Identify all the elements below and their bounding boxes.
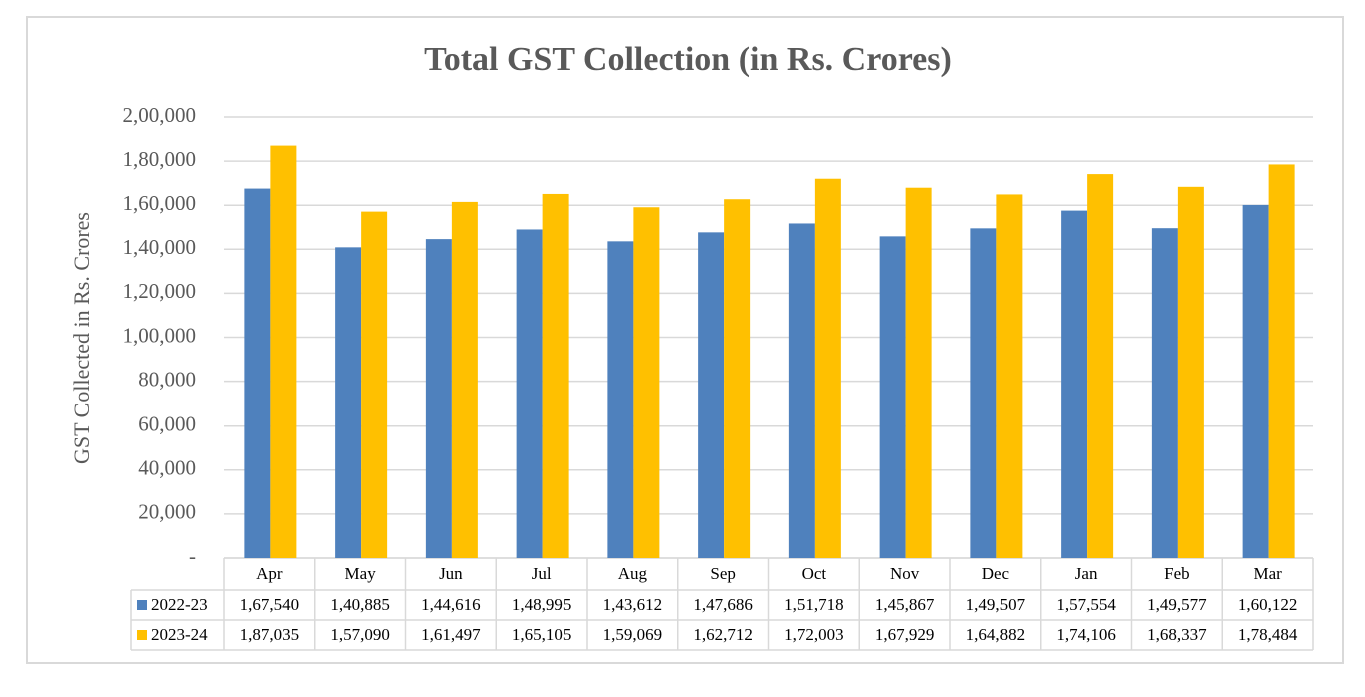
x-tick-label: Nov — [890, 564, 920, 583]
data-label: 1,48,995 — [512, 595, 572, 614]
y-axis-label: GST Collected in Rs. Crores — [69, 212, 94, 464]
y-tick-label: 1,40,000 — [123, 235, 197, 259]
data-label: 1,65,105 — [512, 625, 572, 644]
x-tick-label: Jun — [439, 564, 463, 583]
data-label: 1,62,712 — [693, 625, 753, 644]
bar — [1242, 204, 1269, 559]
bar — [1268, 164, 1295, 558]
bar — [361, 211, 388, 558]
data-label: 1,47,686 — [693, 595, 753, 614]
bar — [788, 223, 815, 559]
bar — [698, 232, 725, 559]
data-label: 1,57,090 — [330, 625, 390, 644]
x-tick-label: Apr — [256, 564, 283, 583]
x-tick-label: Oct — [802, 564, 827, 583]
y-tick-label: 1,80,000 — [123, 147, 197, 171]
x-tick-label: Dec — [982, 564, 1010, 583]
bar — [516, 229, 543, 559]
data-label: 1,49,507 — [966, 595, 1026, 614]
legend-key — [137, 600, 147, 610]
data-label: 1,49,577 — [1147, 595, 1207, 614]
data-label: 1,67,929 — [875, 625, 935, 644]
bar — [425, 239, 452, 559]
bar — [996, 194, 1023, 559]
bar — [814, 178, 841, 558]
data-label: 1,61,497 — [421, 625, 481, 644]
data-label: 1,87,035 — [240, 625, 300, 644]
bar — [879, 236, 906, 558]
y-tick-label: 1,60,000 — [123, 191, 197, 215]
x-tick-label: Mar — [1253, 564, 1282, 583]
bar — [542, 193, 569, 558]
chart-title: Total GST Collection (in Rs. Crores) — [424, 41, 952, 78]
x-tick-label: Jul — [532, 564, 552, 583]
bar — [270, 145, 297, 558]
y-tick-label: - — [189, 544, 196, 568]
y-tick-label: 60,000 — [138, 412, 196, 436]
y-tick-label: 2,00,000 — [123, 103, 197, 127]
data-label: 1,68,337 — [1147, 625, 1207, 644]
data-label: 1,60,122 — [1238, 595, 1298, 614]
bar — [451, 201, 478, 558]
x-tick-label: May — [345, 564, 377, 583]
data-label: 1,78,484 — [1238, 625, 1298, 644]
y-tick-label: 1,00,000 — [123, 323, 197, 347]
data-label: 1,40,885 — [330, 595, 390, 614]
data-label: 1,51,718 — [784, 595, 844, 614]
legend-key — [137, 630, 147, 640]
y-tick-label: 80,000 — [138, 367, 196, 391]
y-tick-label: 20,000 — [138, 500, 196, 524]
bar — [970, 228, 997, 558]
bar — [905, 187, 932, 558]
data-label: 1,44,616 — [421, 595, 481, 614]
x-tick-label: Aug — [618, 564, 648, 583]
data-label: 1,59,069 — [603, 625, 663, 644]
data-label: 1,72,003 — [784, 625, 844, 644]
x-tick-label: Sep — [710, 564, 736, 583]
bar — [633, 207, 660, 558]
data-label: 1,57,554 — [1056, 595, 1116, 614]
data-label: 1,43,612 — [603, 595, 663, 614]
data-label: 1,67,540 — [240, 595, 300, 614]
bar — [1177, 186, 1204, 559]
data-label: 1,64,882 — [966, 625, 1026, 644]
data-label: 1,45,867 — [875, 595, 935, 614]
bar — [1061, 210, 1088, 558]
x-tick-label: Jan — [1075, 564, 1098, 583]
bar — [1151, 228, 1178, 558]
bar — [724, 199, 751, 559]
data-label: 1,74,106 — [1056, 625, 1116, 644]
bar — [335, 247, 362, 558]
legend-label: 2023-24 — [151, 625, 208, 644]
bar — [607, 241, 634, 558]
legend-label: 2022-23 — [151, 595, 208, 614]
bar — [244, 188, 271, 559]
y-tick-label: 40,000 — [138, 456, 196, 480]
x-tick-label: Feb — [1164, 564, 1190, 583]
y-tick-label: 1,20,000 — [123, 279, 197, 303]
bar — [1087, 174, 1114, 559]
